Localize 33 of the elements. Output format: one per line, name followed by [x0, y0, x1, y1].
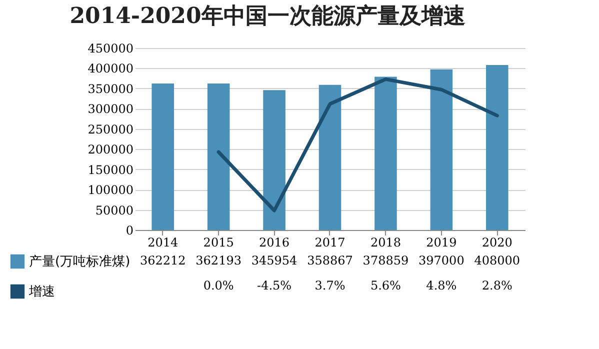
y-tick-label: 50000: [95, 203, 134, 218]
y-tick-label: 250000: [88, 122, 134, 136]
x-tick-label: 2018: [370, 236, 401, 250]
x-tick-label: 2019: [426, 236, 457, 250]
data-label: 378859: [362, 254, 409, 268]
data-label: 0.0%: [203, 278, 234, 292]
x-tick-label: 2015: [203, 236, 234, 250]
data-label: 5.6%: [370, 278, 401, 292]
data-label: 345954: [251, 254, 298, 268]
legend-label: 增速: [28, 284, 55, 300]
y-tick-label: 450000: [88, 42, 134, 56]
data-label: 408000: [474, 254, 520, 268]
data-label: 3.7%: [314, 278, 346, 292]
data-label: 4.8%: [426, 278, 457, 292]
x-tick-label: 2014: [148, 236, 178, 250]
data-label: -4.5%: [257, 278, 292, 292]
data-label: 358867: [307, 254, 353, 268]
x-tick-label: 2020: [482, 236, 512, 250]
x-tick-label: 2017: [314, 236, 346, 250]
y-tick-label: 350000: [88, 82, 134, 96]
data-label: 362212: [140, 254, 186, 268]
legend-label: 产量(万吨标准煤): [29, 254, 130, 270]
y-tick-label: 100000: [88, 183, 134, 198]
y-tick-label: 200000: [88, 142, 134, 157]
y-tick-label: 300000: [88, 102, 134, 116]
y-tick-label: 400000: [88, 62, 134, 76]
y-tick-label: 0: [126, 224, 134, 238]
data-label: 397000: [418, 254, 464, 268]
data-label: 362193: [196, 254, 242, 268]
y-tick-label: 150000: [88, 162, 134, 177]
data-label: 2.8%: [482, 278, 512, 292]
chart-title: 2014-2020年中国一次能源产量及增速: [70, 3, 466, 29]
x-tick-label: 2016: [259, 236, 290, 250]
